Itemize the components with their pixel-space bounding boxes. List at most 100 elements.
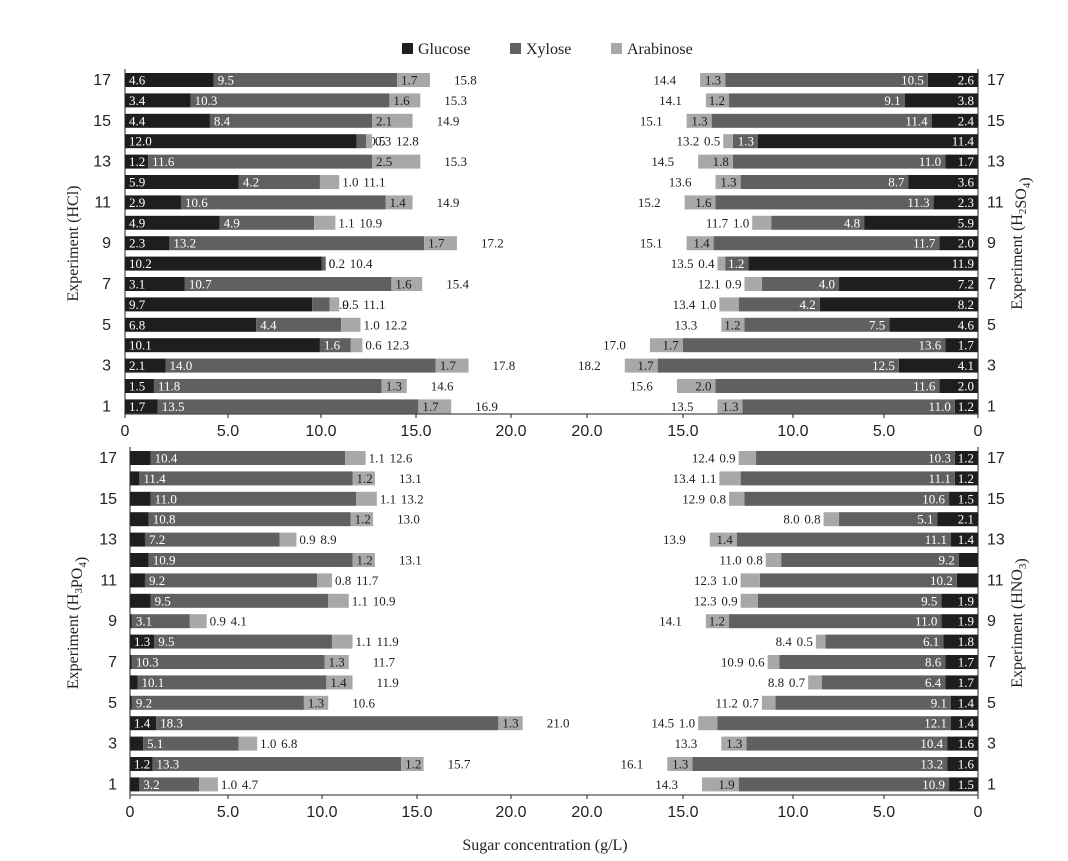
- arabinose-segment: [401, 757, 424, 771]
- xylose-value-label: 6.1: [923, 634, 939, 649]
- y-tick-label: 11: [987, 572, 1004, 589]
- bar-row-exp-12: 5.9 4.2 1.0 11.1: [125, 175, 386, 190]
- arabinose-value-label: 1.2: [724, 317, 740, 332]
- total-value-label: 12.2: [384, 317, 407, 332]
- total-value-label: 13.0: [397, 512, 420, 527]
- glucose-value-label: 1.2: [958, 471, 974, 486]
- bar-row-exp-8: 11.9 1.2 0.4 13.5: [671, 256, 978, 271]
- bar-row-exp-7: 3.1 10.7 1.6 15.4: [125, 277, 469, 292]
- glucose-value-label: 9.7: [129, 297, 146, 312]
- arabinose-value-label: 1.2: [405, 757, 421, 772]
- glucose-segment: [947, 736, 978, 751]
- total-value-label: 13.2: [676, 134, 699, 149]
- arabinose-value-label: 1.0: [721, 573, 737, 588]
- glucose-segment: [941, 614, 978, 629]
- xylose-segment: [742, 399, 955, 414]
- glucose-segment: [125, 215, 220, 230]
- glucose-value-label: 5.9: [129, 175, 145, 190]
- legend-label: Xylose: [526, 41, 571, 58]
- x-tick-label: 20.0: [571, 804, 602, 821]
- xylose-segment: [150, 451, 346, 465]
- arabinose-value-label: 0.5: [704, 134, 720, 149]
- arabinose-value-label: 1.7: [662, 338, 679, 353]
- arabinose-segment: [317, 573, 332, 588]
- xylose-segment: [131, 695, 304, 710]
- arabinose-value-label: 0.6: [365, 338, 382, 353]
- panel-bottom-right: 1.510.91.914.31.613.21.316.11.610.41.313…: [548, 447, 1030, 821]
- glucose-segment: [130, 491, 151, 506]
- xylose-segment: [825, 634, 944, 649]
- arabinose-segment: [314, 215, 336, 230]
- total-value-label: 10.9: [359, 215, 382, 230]
- xylose-segment: [148, 512, 351, 527]
- arabinose-value-label: 1.2: [709, 93, 725, 108]
- total-value-label: 11.9: [377, 675, 399, 690]
- xylose-value-label: 8.7: [888, 175, 905, 190]
- glucose-value-label: 2.0: [958, 379, 974, 394]
- arabinose-segment: [719, 471, 741, 486]
- bar-row-exp-10: 1.9 9.5 0.9 12.3: [694, 593, 978, 608]
- y-axis-title: Experiment (HNO3): [1009, 558, 1030, 687]
- total-value-label: 15.6: [630, 379, 653, 394]
- arabinose-value-label: 1.3: [720, 175, 736, 190]
- arabinose-value-label: 0.9: [299, 532, 315, 547]
- y-tick-label: 1: [108, 776, 117, 793]
- glucose-value-label: 1.7: [958, 154, 975, 169]
- x-tick-label: 5.0: [873, 423, 895, 440]
- xylose-segment: [740, 175, 909, 189]
- y-tick-label: 15: [987, 491, 1005, 508]
- arabinose-segment: [740, 573, 760, 588]
- glucose-value-label: 1.6: [958, 736, 975, 751]
- arabinose-segment: [729, 491, 745, 506]
- glucose-segment: [125, 195, 181, 210]
- bar-row-exp-1: 1.7 13.5 1.7 16.9: [125, 399, 498, 414]
- bar-row-exp-17: 1.110.41.112.6: [130, 451, 413, 466]
- arabinose-segment: [189, 614, 207, 629]
- xylose-segment: [713, 236, 940, 251]
- glucose-segment: [898, 358, 978, 373]
- glucose-segment: [819, 297, 978, 312]
- glucose-segment: [130, 757, 153, 771]
- xylose-segment: [184, 277, 392, 291]
- arabinose-value-label: 1.4: [390, 195, 407, 210]
- total-value-label: 8.4: [776, 634, 793, 649]
- x-axis-title: Sugar concentration (g/L): [462, 837, 627, 854]
- total-value-label: 14.5: [651, 716, 674, 731]
- total-value-label: 12.3: [386, 338, 409, 353]
- bar-row-exp-14: 2.1 5.1 0.8 8.0: [783, 512, 978, 527]
- xylose-value-label: 11.3: [907, 195, 929, 210]
- arabinose-value-label: 0.3: [375, 134, 391, 149]
- glucose-value-label: 12.0: [129, 134, 152, 149]
- xylose-value-label: 9.1: [931, 695, 947, 710]
- xylose-value-label: 12.5: [872, 358, 895, 373]
- y-tick-label: 1: [987, 776, 996, 793]
- arabinose-segment: [721, 317, 745, 332]
- bar-row-exp-8: 1.8 6.1 0.5 8.4: [776, 634, 978, 649]
- bar-row-exp-11: 1.110.21.012.3: [694, 573, 978, 588]
- arabinose-segment: [391, 277, 423, 291]
- glucose-value-label: 1.5: [958, 777, 974, 792]
- bar-row-exp-3: 0.75.11.06.8: [130, 736, 297, 751]
- bar-row-exp-13: 1.7 11.0 1.8 14.5: [651, 154, 978, 169]
- y-tick-label: 3: [987, 736, 996, 753]
- xylose-segment: [839, 512, 938, 527]
- total-value-label: 11.9: [377, 634, 399, 649]
- glucose-value-label: 1.4: [134, 716, 151, 731]
- xylose-value-label: 0.2: [329, 256, 345, 271]
- glucose-value-label: 1.9: [958, 593, 974, 608]
- legend: Glucose Xylose Arabinose: [402, 41, 693, 58]
- x-tick-label: 0: [121, 423, 130, 440]
- glucose-value-label: 2.1: [129, 358, 145, 373]
- xylose-value-label: 10.3: [195, 93, 218, 108]
- xylose-value-label: 5.1: [147, 736, 163, 751]
- arabinose-segment: [366, 134, 373, 149]
- arabinose-segment: [328, 593, 349, 608]
- arabinose-segment: [352, 553, 375, 567]
- bar-row-exp-15: 1.111.01.113.2: [130, 491, 424, 506]
- total-value-label: 17.8: [493, 358, 516, 373]
- xylose-value-label: 11.4: [905, 113, 928, 128]
- arabinose-segment: [761, 695, 776, 710]
- glucose-value-label: 4.4: [129, 113, 146, 128]
- glucose-segment: [125, 236, 170, 251]
- arabinose-segment: [667, 757, 693, 771]
